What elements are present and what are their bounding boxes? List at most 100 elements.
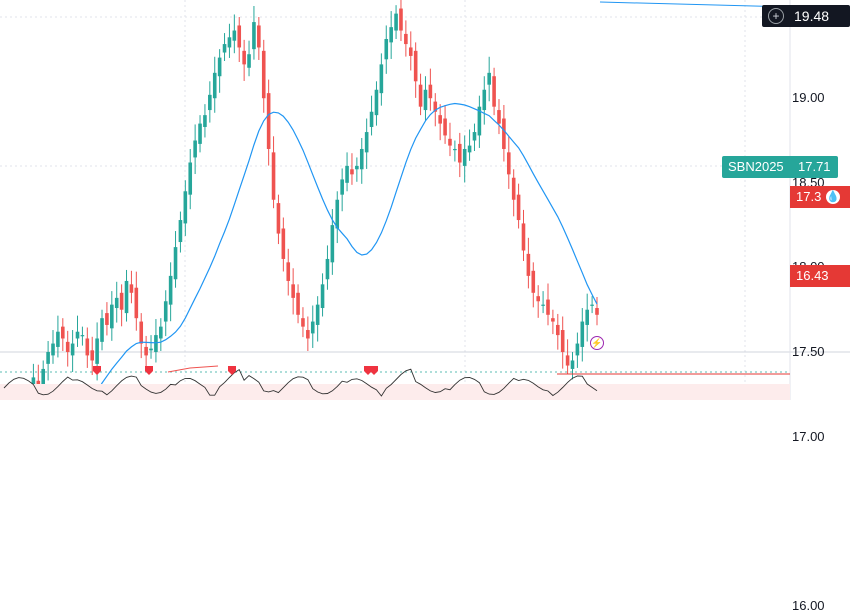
candle-body: [100, 318, 104, 342]
candle-body: [546, 299, 550, 315]
candle-body: [408, 47, 413, 56]
candle-body: [590, 304, 594, 306]
trend-line: [599, 1, 791, 8]
candle-body: [41, 368, 46, 390]
horizontal-lines: [557, 373, 790, 375]
candle-body: [178, 220, 183, 243]
candle-body: [134, 287, 139, 319]
candle-body: [105, 313, 109, 325]
candle-body: [595, 308, 599, 315]
candle-body: [232, 30, 237, 41]
candle-body: [551, 318, 555, 322]
plus-circle-icon[interactable]: +: [768, 8, 784, 24]
candle-body: [492, 76, 496, 107]
candle-body: [173, 247, 178, 280]
candle-body: [149, 348, 153, 351]
signal-marker: [93, 366, 101, 375]
price-axis-tick: 16.00: [792, 597, 825, 613]
current-price-value: 17.71: [798, 159, 831, 174]
candle-body: [36, 380, 41, 386]
candle-body: [399, 8, 403, 31]
price-axis-tick: 17.00: [792, 428, 825, 444]
candle-body: [188, 162, 193, 195]
candle-body: [75, 331, 80, 339]
candle-body: [467, 145, 472, 153]
candle-body: [163, 301, 168, 322]
candle-body: [359, 148, 364, 170]
candle-body: [310, 321, 315, 334]
candle-body: [124, 280, 129, 314]
candle-body: [506, 152, 511, 175]
candle-body: [139, 321, 144, 344]
candle-body: [369, 111, 374, 127]
moving-average: [0, 1, 791, 400]
candle-body: [423, 89, 428, 111]
candle-body: [247, 54, 251, 68]
candle-body: [129, 284, 134, 293]
last-price-tag[interactable]: + 19.48: [762, 5, 850, 27]
candle-body: [394, 13, 398, 31]
candle-body: [56, 331, 60, 347]
candle-body: [242, 50, 246, 65]
candle-body: [374, 89, 379, 116]
candle-body: [355, 165, 359, 170]
candle-body: [46, 352, 50, 364]
candle-body: [320, 284, 325, 309]
support-level-tag[interactable]: 16.43: [790, 265, 850, 287]
candle-body: [340, 179, 344, 195]
low-level-tag[interactable]: 17.3 💧: [790, 186, 850, 208]
signal-marker: [145, 366, 153, 375]
candle-body: [114, 297, 119, 309]
candle-body: [61, 326, 65, 339]
candle-body: [418, 84, 423, 107]
candle-body: [516, 194, 521, 221]
candle-body: [511, 177, 516, 200]
candle-body: [217, 57, 222, 77]
candle-body: [296, 292, 300, 315]
candle-body: [193, 140, 197, 158]
oscillator-zone: [0, 384, 790, 400]
candle-body: [154, 335, 158, 353]
candle-body: [462, 148, 467, 166]
candle-body: [227, 37, 232, 48]
oscillator-panel: [0, 365, 790, 400]
last-price-value: 19.48: [794, 8, 830, 24]
candle-body: [286, 262, 291, 281]
candle-body: [438, 115, 442, 124]
chart-grid: [0, 0, 850, 400]
candle-body: [281, 228, 286, 259]
candle-body: [379, 64, 384, 94]
candle-body: [502, 118, 506, 149]
candle-body: [531, 270, 536, 293]
candle-body: [389, 27, 393, 43]
oscillator-line: [3, 368, 598, 397]
candle-body: [301, 318, 305, 327]
candle-body: [477, 106, 482, 136]
candle-body: [271, 152, 276, 200]
candle-body: [325, 258, 330, 280]
candle-body: [487, 72, 491, 85]
candle-body: [555, 324, 560, 336]
water-drop-icon[interactable]: 💧: [826, 190, 840, 204]
candle-body: [222, 44, 227, 53]
candle-body: [276, 203, 281, 234]
candle-body: [575, 343, 580, 356]
candle-body: [330, 225, 335, 263]
candle-body: [159, 326, 163, 339]
price-axis-tick: 17.50: [792, 344, 825, 360]
price-chart[interactable]: [0, 0, 850, 400]
symbol-price-tag[interactable]: SBN2025 17.71: [722, 156, 838, 178]
candle-body: [335, 199, 340, 229]
candle-body: [65, 341, 70, 353]
candles: [28, 0, 599, 400]
oscillator-overbought-segment: [167, 365, 219, 373]
candle-body: [90, 350, 95, 361]
low-level-value: 17.3: [796, 189, 822, 204]
candle-body: [443, 118, 447, 136]
candle-body: [80, 335, 85, 337]
lightning-icon[interactable]: ⚡: [590, 336, 604, 350]
signal-marker: [228, 366, 236, 375]
candle-body: [472, 132, 477, 141]
candle-body: [580, 321, 585, 347]
